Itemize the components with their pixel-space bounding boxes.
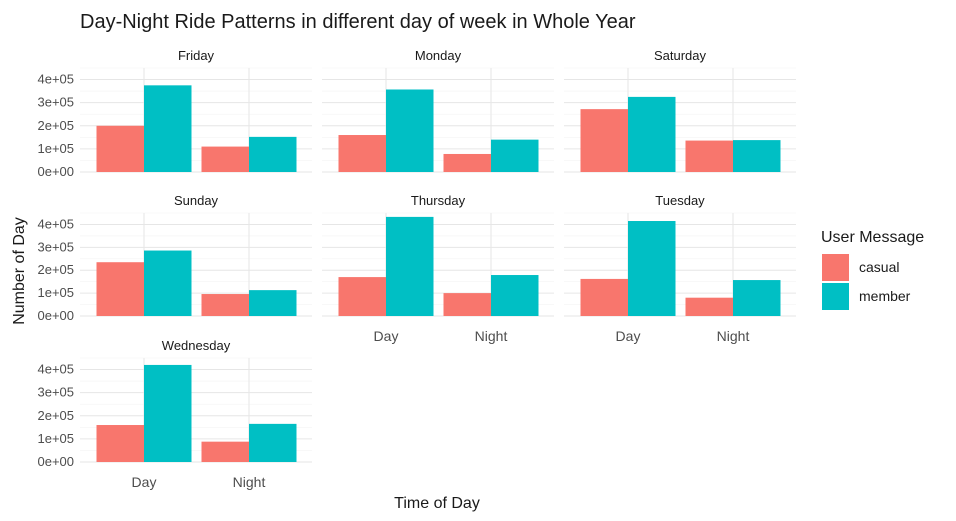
y-tick-label: 0e+00	[37, 164, 74, 179]
y-tick-label: 4e+05	[37, 72, 74, 87]
y-tick-label: 1e+05	[37, 431, 74, 446]
y-tick-label: 4e+05	[37, 362, 74, 377]
x-axis-title: Time of Day	[394, 495, 480, 512]
bar-tuesday-night-member	[733, 280, 781, 316]
bar-saturday-day-casual	[580, 109, 628, 172]
legend-title: User Message	[821, 229, 924, 246]
bar-thursday-night-casual	[443, 293, 491, 316]
bar-thursday-day-member	[386, 216, 434, 316]
bar-thursday-night-member	[491, 275, 539, 316]
legend-swatch-member	[822, 283, 849, 310]
strip-title: Wednesday	[162, 338, 231, 353]
bar-saturday-night-casual	[685, 140, 733, 172]
bar-friday-night-casual	[201, 146, 249, 172]
y-tick-label: 0e+00	[37, 454, 74, 469]
bar-friday-night-member	[249, 136, 297, 172]
bar-saturday-night-member	[733, 140, 781, 172]
bar-tuesday-day-member	[628, 221, 676, 316]
legend: User Message casual member	[821, 229, 924, 310]
facet-panel-sunday: Sunday 0e+00 1e+05 2e+05 3e+05 4e+05	[37, 193, 312, 323]
y-tick-label: 1e+05	[37, 141, 74, 156]
y-tick-label: 1e+05	[37, 285, 74, 300]
strip-title: Tuesday	[655, 193, 705, 208]
y-tick-label: 2e+05	[37, 262, 74, 277]
bar-monday-day-casual	[338, 135, 386, 172]
x-tick-label: Night	[233, 474, 266, 490]
y-tick-label: 2e+05	[37, 118, 74, 133]
facet-panel-wednesday: Wednesday 0e+00 1e+05 2e+05 3e+05 4e+05 Day Nig…	[37, 338, 312, 490]
bar-sunday-day-casual	[96, 262, 144, 316]
bar-wednesday-day-casual	[96, 425, 144, 462]
legend-swatch-casual	[822, 254, 849, 281]
strip-title: Thursday	[411, 193, 466, 208]
facet-panels: Friday 0e+00 1e+05 2e+05 3e+05 4e+05 Monday Sat…	[37, 48, 796, 490]
bar-monday-night-casual	[443, 153, 491, 172]
y-tick-label: 2e+05	[37, 408, 74, 423]
bar-wednesday-night-member	[249, 423, 297, 462]
strip-title: Monday	[415, 48, 462, 63]
y-tick-label: 3e+05	[37, 95, 74, 110]
facet-panel-saturday: Saturday	[564, 48, 796, 173]
x-tick-label: Day	[374, 328, 399, 344]
bar-sunday-night-member	[249, 290, 297, 316]
bar-friday-day-member	[144, 85, 192, 172]
y-axis-title: Number of Day	[11, 217, 28, 325]
bar-sunday-day-member	[144, 250, 192, 316]
bar-tuesday-day-casual	[580, 278, 628, 316]
x-tick-label: Night	[475, 328, 508, 344]
strip-title: Saturday	[654, 48, 707, 63]
facet-panel-friday: Friday 0e+00 1e+05 2e+05 3e+05 4e+05	[37, 48, 312, 179]
x-tick-label: Day	[132, 474, 157, 490]
chart-title: Day-Night Ride Patterns in different day…	[80, 11, 636, 33]
strip-title: Sunday	[174, 193, 219, 208]
bar-saturday-day-member	[628, 96, 676, 172]
bar-monday-day-member	[386, 89, 434, 172]
bar-tuesday-night-casual	[685, 297, 733, 316]
x-tick-label: Night	[717, 328, 750, 344]
y-tick-label: 3e+05	[37, 239, 74, 254]
y-tick-label: 4e+05	[37, 216, 74, 231]
facet-panel-monday: Monday	[322, 48, 554, 173]
legend-label-member: member	[859, 288, 911, 304]
x-tick-label: Day	[616, 328, 641, 344]
facet-panel-tuesday: Tuesday Day Night	[564, 193, 796, 344]
bar-wednesday-day-member	[144, 364, 192, 462]
legend-label-casual: casual	[859, 259, 899, 275]
y-tick-label: 0e+00	[37, 308, 74, 323]
bar-sunday-night-casual	[201, 294, 249, 316]
bar-monday-night-member	[491, 139, 539, 172]
y-tick-label: 3e+05	[37, 385, 74, 400]
strip-title: Friday	[178, 48, 215, 63]
bar-thursday-day-casual	[338, 277, 386, 316]
bar-friday-day-casual	[96, 125, 144, 172]
facet-panel-thursday: Thursday Day Night	[322, 193, 554, 344]
bar-wednesday-night-casual	[201, 441, 249, 462]
